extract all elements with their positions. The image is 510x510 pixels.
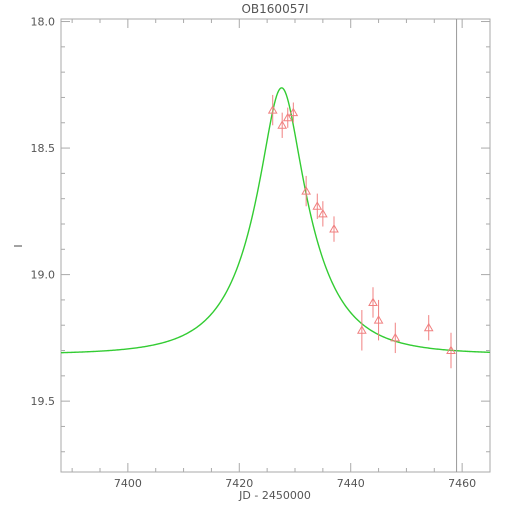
y-axis-title: I [12,244,25,247]
data-point [423,322,434,332]
data-point [373,315,384,324]
chart-title: OB160057I [241,2,308,16]
plot-frame [60,18,491,473]
data-point [312,201,323,210]
data-point [368,297,378,306]
data-point [288,107,299,117]
y-tick-label: 18.0 [31,16,56,29]
x-tick-label: 7460 [448,477,476,490]
data-point [356,325,367,334]
model-curve [60,87,491,354]
y-tick-label: 18.5 [31,142,56,155]
x-axis-title: JD - 2450000 [238,489,311,502]
y-tick-label: 19.0 [31,269,56,282]
data-point [282,112,293,122]
data-point [267,105,278,114]
data-point [301,186,312,195]
data-point [317,208,328,218]
x-tick-label: 7440 [337,477,365,490]
data-point [329,224,339,233]
data-point [446,345,456,355]
data-point [390,332,401,342]
y-tick-label: 19.5 [31,395,56,408]
x-tick-label: 7420 [225,477,253,490]
x-tick-label: 7400 [114,477,142,490]
data-point [277,120,288,129]
plot-area: 7400 7420 7440 7460 18.0 18.5 19.0 19.5 [31,16,491,490]
